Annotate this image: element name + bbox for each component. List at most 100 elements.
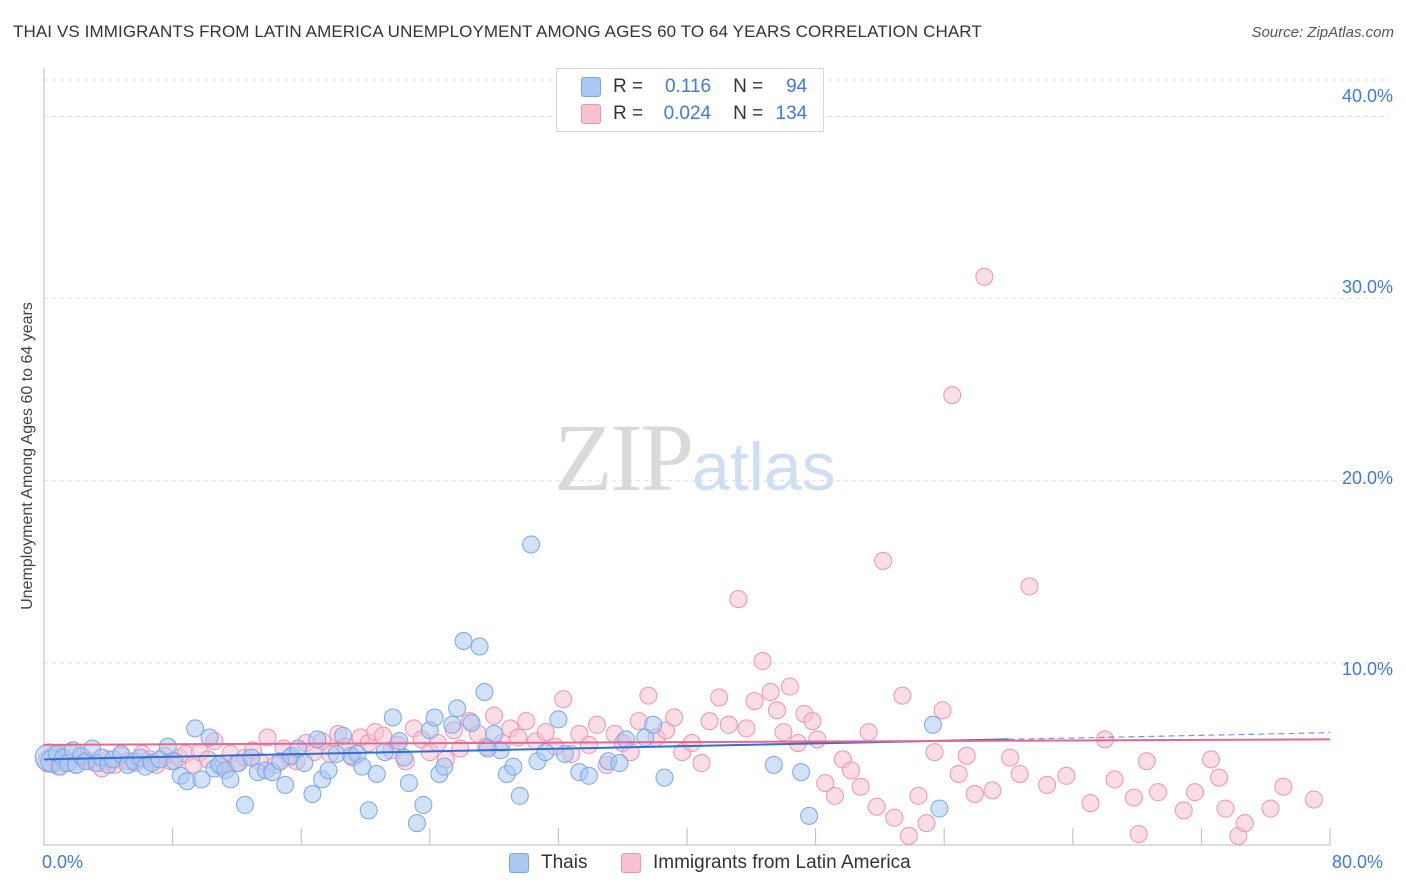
thais-swatch-icon (509, 853, 529, 873)
thais-points (34, 535, 949, 833)
latam-point (737, 719, 756, 738)
thais-point (792, 763, 811, 782)
y-tick-label: 40.0% (1341, 86, 1393, 106)
latam-point (808, 730, 827, 749)
thais-point (764, 755, 783, 774)
latam-point (753, 652, 772, 671)
r-value: 0.116 (664, 76, 712, 97)
latam-point (909, 786, 928, 805)
thais-point (510, 786, 529, 805)
thais-point (448, 699, 467, 718)
thais-point (425, 708, 444, 727)
thais-point (800, 806, 819, 825)
y-axis-label: Unemployment Among Ages 60 to 64 years (19, 302, 36, 610)
thais-trend-line (43, 738, 1009, 761)
latam-point (719, 715, 738, 734)
latam-points (37, 267, 1323, 845)
latam-point (1081, 794, 1100, 813)
thais-point (235, 795, 254, 814)
latam-point (867, 797, 886, 816)
latam-point (1185, 783, 1204, 802)
latam-point (1235, 814, 1254, 833)
thais-point (435, 757, 454, 776)
latam-point (768, 701, 787, 720)
latam-point (917, 814, 936, 833)
latam-point (780, 677, 799, 696)
thais-point (186, 719, 205, 738)
latam-point (587, 715, 606, 734)
n-value: 94 (786, 76, 808, 97)
latam-point (579, 735, 598, 754)
thais-point (504, 757, 523, 776)
thais-point (522, 535, 541, 554)
thais-point (414, 795, 433, 814)
latam-point (536, 723, 555, 742)
latam-point (1129, 825, 1148, 844)
latam-point (1010, 764, 1029, 783)
thais-point (443, 715, 462, 734)
legend-item-thais[interactable]: Thais (509, 852, 587, 874)
r-label: R = (613, 76, 644, 97)
x-tick-label: 80.0% (1332, 852, 1384, 872)
thais-point (579, 766, 598, 785)
latam-point (859, 723, 878, 742)
series-legend: Thais Immigrants from Latin America (0, 852, 1406, 878)
thais-point (536, 743, 555, 762)
thais-point (221, 770, 240, 789)
thais-point (454, 632, 473, 650)
grid-lines (44, 79, 1390, 664)
n-label: N = (733, 76, 764, 97)
latam-point (1038, 775, 1057, 794)
latam-point (1057, 766, 1076, 785)
thais-point (295, 754, 314, 773)
latam-point (825, 786, 844, 805)
latam-point (983, 781, 1002, 800)
thais-point (610, 754, 629, 773)
latam-point (761, 683, 780, 701)
latam-swatch-icon (621, 853, 641, 873)
latam-point (841, 761, 860, 780)
n-value: 134 (775, 103, 808, 124)
latam-swatch-icon (581, 104, 601, 124)
latam-point (745, 692, 764, 711)
latam-trend-line (43, 738, 1331, 746)
thais-point (407, 814, 426, 833)
latam-point (851, 777, 870, 796)
thais-point (644, 715, 663, 734)
legend-label: Thais (541, 852, 588, 873)
source-label: Source: ZipAtlas.com (1251, 24, 1394, 41)
r-label: R = (613, 103, 644, 124)
latam-point (1174, 801, 1193, 820)
latam-point (710, 688, 729, 707)
thais-point (192, 770, 211, 789)
latam-point (949, 764, 968, 783)
thais-point (390, 732, 409, 751)
thais-point (616, 730, 635, 749)
legend-row-thais: R = 0.116 N = 94 (581, 76, 807, 98)
stats-legend: R = 0.116 N = 94 R = 0.024 N = 134 (556, 68, 824, 132)
watermark-atlas: atlas (692, 429, 836, 505)
latam-point (1210, 768, 1229, 787)
y-tick-label: 20.0% (1341, 468, 1393, 488)
latam-point (700, 712, 719, 731)
thais-point (319, 761, 338, 780)
thais-point (367, 764, 386, 783)
thais-point (383, 708, 402, 727)
latam-point (1261, 799, 1280, 818)
thais-point (399, 774, 418, 793)
latam-point (729, 590, 748, 609)
thais-trend-extension (1008, 732, 1331, 740)
latam-point (774, 723, 793, 742)
latam-point (1304, 790, 1323, 809)
latam-point (933, 701, 952, 720)
thais-point (475, 683, 494, 701)
latam-point (943, 386, 962, 405)
thais-point (276, 775, 295, 794)
latam-point (893, 686, 912, 705)
legend-item-latam[interactable]: Immigrants from Latin America (621, 852, 911, 874)
latam-point (451, 739, 470, 758)
latam-point (692, 754, 711, 773)
latam-point (1216, 799, 1235, 818)
thais-point (303, 785, 322, 803)
latam-point (665, 708, 684, 727)
